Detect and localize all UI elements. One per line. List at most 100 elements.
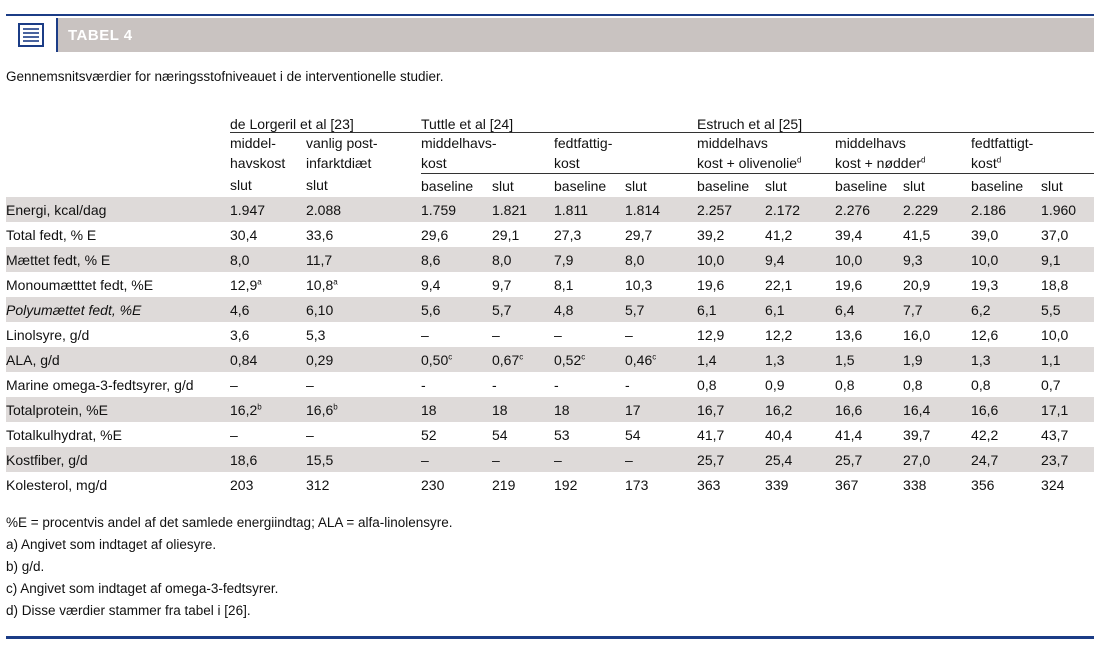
header-separator [56,18,58,52]
table-cell: 10,3 [625,276,653,293]
table-cell: 43,7 [1041,426,1069,443]
table-cell: 13,6 [835,326,863,343]
row-label: Polyumættet fedt, %E [6,297,230,322]
table-cell: 25,7 [835,447,904,472]
table-cell: 39,2 [697,226,725,243]
table-cell: 192 [554,476,578,493]
table-cell: 5,7 [492,297,554,322]
table-row: Total fedt, % E 30,4 33,6 29,6 29,1 27,3 29,7 3… [6,222,1094,247]
table-cell: 16,6 [835,397,904,422]
table-row: Kolesterol, mg/d 203 312 230 219 192 173 363 339… [6,472,1094,497]
table-cell: 0,50c [421,347,492,372]
table-icon [6,18,56,52]
table-cell: 1.759 [421,197,492,222]
table-cell: 0,8 [903,376,923,393]
table-cell: – [554,326,562,343]
table-cell: 8,1 [554,276,574,293]
table-row: ALA, g/d 0,84 0,29 0,50c 0,67c 0,52c 0,46c 1,4 1… [6,347,1095,372]
table-cell: 312 [306,476,330,493]
table-cell: 339 [765,476,789,493]
table-cell: 9,4 [421,276,441,293]
nutrient-table: de Lorgeril et al [23] Tuttle et al [24]… [6,108,1095,497]
table-cell: – [492,326,500,343]
table-cell: 40,4 [765,426,793,443]
table-header-bar: TABEL 4 [6,18,1094,52]
table-cell: 16,6b [306,397,421,422]
stub-header [6,108,230,133]
table-cell: – [492,447,554,472]
table-cell: 17,1 [1041,397,1095,422]
table-cell: 203 [230,476,254,493]
table-cell: 9,1 [1041,247,1095,272]
table-cell: 230 [421,476,445,493]
table-cell: 16,6 [971,397,1042,422]
table-cell: 27,3 [554,226,582,243]
row-label: Energi, kcal/dag [6,197,230,222]
table-cell: 12,6 [971,326,999,343]
table-row: Kostfiber, g/d 18,6 15,5– – – –25,7 25,4 25,7 27… [6,447,1095,472]
table-cell: 39,0 [971,226,999,243]
col-header-baseline: baseline [697,177,750,194]
table-cell: – [306,376,314,393]
table-cell: 5,5 [1041,297,1095,322]
table-cell: 1.811 [554,197,625,222]
table-cell: 27,0 [903,447,972,472]
table-cell: 0,8 [835,376,855,393]
table-cell: 33,6 [306,226,334,243]
table-cell: 10,0 [1041,326,1069,343]
table-cell: 29,1 [492,226,520,243]
table-cell: - [492,376,497,393]
row-label: Totalkulhydrat, %E [6,426,122,443]
table-row: Monoumætttet fedt, %E 12,9a 10,8a 9,4 9,7 8,1… [6,272,1094,297]
table-cell: 356 [971,476,995,493]
table-row: Mættet fedt, % E 8,0 11,7 8,6 8,0 7,9 8,0 10,0 9… [6,247,1095,272]
diet-lorgeril-usual: vanlig post-infarktdiæt [306,135,378,171]
table-cell: 39,4 [835,226,863,243]
table-cell: 1.947 [230,197,306,222]
diet-estruch-nuts: middelhavs kost + nødderd [835,132,972,174]
table-cell: 8,6 [421,247,492,272]
table-cell: 1,5 [835,347,904,372]
diet-tuttle-lowfat: fedtfattig-kost [554,132,698,174]
study-tuttle: Tuttle et al [24] [421,108,698,133]
table-cell: 16,2 [765,397,836,422]
col-header-slut: slut [1041,177,1063,194]
table-cell: 6,1 [697,297,766,322]
table-cell: 16,7 [697,397,766,422]
table-cell: 24,7 [971,447,1042,472]
table-cell: 12,9a [230,276,262,293]
col-header-baseline: baseline [421,177,474,194]
table-cell: 6,4 [835,297,904,322]
table-cell: 8,0 [492,247,554,272]
table-body: Energi, kcal/dag 1.947 2.088 1.759 1.821 1.81… [6,197,1095,497]
table-cell: 2.276 [835,197,904,222]
table-row: Linolsyre, g/d 3,6 5,3 – – – – 12,9 12,2 13,6 16,0… [6,322,1094,347]
table-cell: 0,52c [554,347,625,372]
table-cell: 3,6 [230,326,250,343]
table-cell: 2.088 [306,197,421,222]
diet-tuttle-mediterranean: middelhavs-kost [421,132,554,174]
table-cell: 18 [492,397,554,422]
table-cell: 29,6 [421,226,449,243]
table-cell: 7,9 [554,247,625,272]
col-header-slut: slut [625,177,647,194]
table-cell: 41,4 [835,426,863,443]
table-cell: 9,4 [765,247,836,272]
table-cell: 324 [1041,476,1065,493]
study-lorgeril: de Lorgeril et al [23] [230,108,421,133]
table-cell: 0,67c [492,347,554,372]
table-cell: 10,8a [306,276,338,293]
table-cell: 20,9 [903,276,931,293]
table-cell: 0,84 [230,347,306,372]
table-cell: 173 [625,476,649,493]
table-cell: 12,2 [765,326,793,343]
table-row: Marine omega-3-fedtsyrer, g/d – – - - - - 0,8 0,… [6,372,1094,397]
table-cell: 367 [835,476,859,493]
table-cell: 19,6 [697,276,725,293]
col-header-slut: slut [765,177,787,194]
table-cell: 5,6 [421,297,492,322]
table-cell: 338 [903,476,927,493]
col-header-baseline: baseline [971,177,1024,194]
table-cell: 1,1 [1041,347,1095,372]
table-cell: 41,2 [765,226,793,243]
